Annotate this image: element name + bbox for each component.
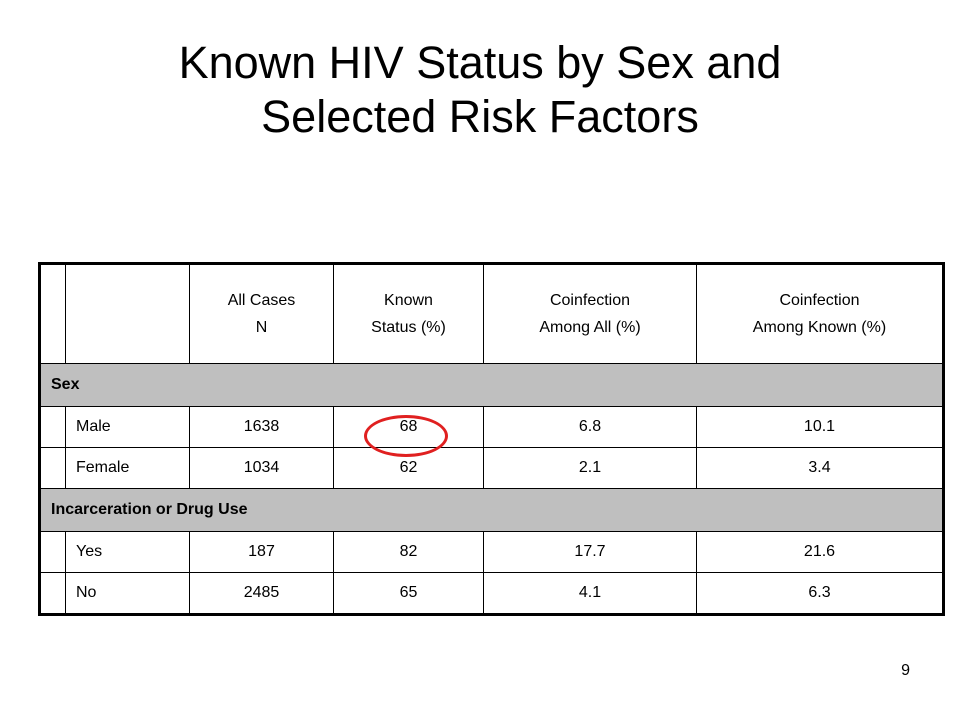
table-row-yes: Yes 187 82 17.7 21.6 [39, 531, 944, 573]
slide-title-line-2: Selected Risk Factors [261, 91, 699, 142]
header-known-status: Known Status (%) [333, 263, 484, 364]
cell-coinfection-known: 3.4 [696, 447, 944, 489]
row-label: Yes [65, 531, 190, 573]
cell-known-status: 62 [333, 447, 484, 489]
header-coinfection-known-line1: Coinfection [779, 292, 860, 309]
header-all-cases-line2: N [255, 319, 268, 336]
cell-coinfection-known: 21.6 [696, 531, 944, 573]
cell-all-cases: 187 [189, 531, 334, 573]
indent-cell [39, 531, 66, 573]
header-label-cell [65, 263, 190, 364]
indent-cell [39, 572, 66, 615]
group-row-sex: Sex [39, 363, 944, 407]
cell-all-cases: 2485 [189, 572, 334, 615]
row-label: Female [65, 447, 190, 489]
cell-coinfection-known: 10.1 [696, 406, 944, 448]
indent-cell [39, 447, 66, 489]
row-label: Male [65, 406, 190, 448]
cell-coinfection-all: 4.1 [483, 572, 697, 615]
row-label: No [65, 572, 190, 615]
cell-known-status: 65 [333, 572, 484, 615]
header-all-cases: All Cases N [189, 263, 334, 364]
table-row-male: Male 1638 68 6.8 10.1 [39, 406, 944, 448]
group-label: Incarceration or Drug Use [39, 488, 944, 532]
table-row-no: No 2485 65 4.1 6.3 [39, 572, 944, 615]
table-row-female: Female 1034 62 2.1 3.4 [39, 447, 944, 489]
indent-cell [39, 406, 66, 448]
cell-coinfection-all: 6.8 [483, 406, 697, 448]
hiv-status-table: All Cases N Known Status (%) Coinfection… [38, 262, 945, 616]
cell-coinfection-all: 17.7 [483, 531, 697, 573]
cell-coinfection-known: 6.3 [696, 572, 944, 615]
cell-all-cases: 1034 [189, 447, 334, 489]
group-row-incarceration: Incarceration or Drug Use [39, 488, 944, 532]
header-coinfection-known-line2: Among Known (%) [752, 319, 887, 336]
header-known-status-line1: Known [384, 292, 433, 309]
header-coinfection-known: Coinfection Among Known (%) [696, 263, 944, 364]
slide-title-line-1: Known HIV Status by Sex and [178, 37, 782, 88]
page-number: 9 [901, 662, 910, 679]
cell-all-cases: 1638 [189, 406, 334, 448]
cell-known-status: 68 [333, 406, 484, 448]
header-coinfection-all: Coinfection Among All (%) [483, 263, 697, 364]
table-header-row: All Cases N Known Status (%) Coinfection… [39, 263, 944, 364]
slide-title: Known HIV Status by Sex and Selected Ris… [0, 36, 960, 144]
header-coinfection-all-line2: Among All (%) [539, 319, 641, 336]
header-coinfection-all-line1: Coinfection [549, 292, 631, 309]
group-label: Sex [39, 363, 944, 407]
cell-coinfection-all: 2.1 [483, 447, 697, 489]
cell-known-status: 82 [333, 531, 484, 573]
header-known-status-line2: Status (%) [371, 319, 446, 336]
header-all-cases-line1: All Cases [227, 292, 296, 309]
header-indent-cell [39, 263, 66, 364]
